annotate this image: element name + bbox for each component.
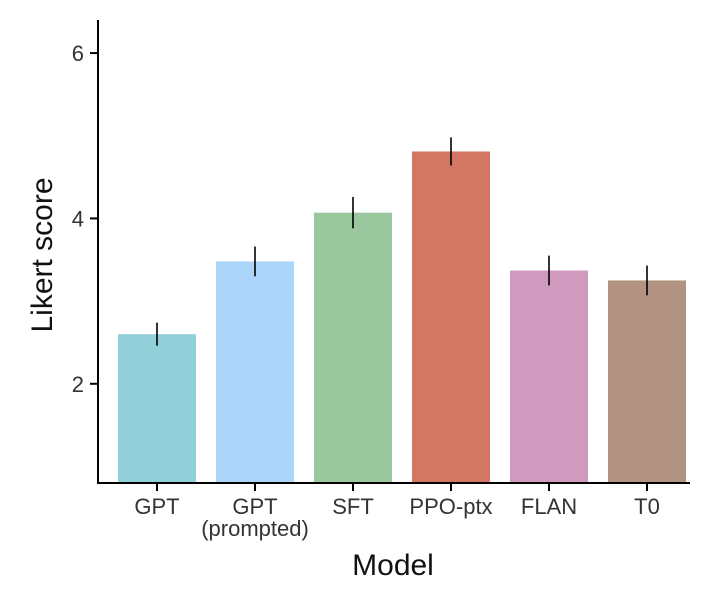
- y-tick-label: 4: [72, 206, 84, 231]
- y-tick-label: 2: [72, 372, 84, 397]
- x-tick-label: PPO-ptx: [409, 494, 492, 519]
- y-axis-title: Likert score: [26, 177, 59, 332]
- bar: [314, 212, 392, 484]
- x-axis-title: Model: [352, 549, 434, 582]
- bar: [118, 334, 196, 483]
- bars-group: [118, 151, 686, 484]
- x-tick-label: GPT: [134, 494, 179, 519]
- bar: [510, 270, 588, 483]
- x-tick-label: SFT: [332, 494, 374, 519]
- error-bars-group: [156, 137, 648, 346]
- x-tick-label: T0: [634, 494, 660, 519]
- bar: [216, 261, 294, 483]
- x-tick-label: FLAN: [521, 494, 577, 519]
- x-tick-label: (prompted): [201, 516, 309, 541]
- x-tick-label: GPT: [232, 494, 277, 519]
- bar: [608, 280, 686, 483]
- y-ticks-group: 2 4 6: [72, 41, 98, 397]
- x-ticks-group: GPT GPT(prompted)SFT PPO-ptx FLAN T0: [134, 483, 660, 541]
- y-tick-label: 6: [72, 41, 84, 66]
- bar: [412, 151, 490, 483]
